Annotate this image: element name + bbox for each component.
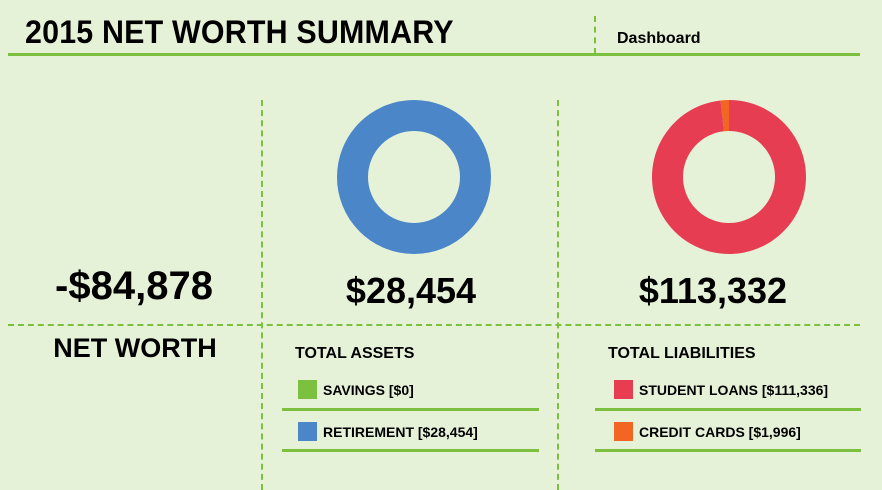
total-liabilities-heading: TOTAL LIABILITIES: [608, 345, 756, 362]
header-divider: [594, 16, 596, 54]
donut-slice-retirement: [337, 100, 491, 254]
legend-separator: [282, 408, 539, 411]
legend-separator: [595, 449, 861, 452]
credit-cards-swatch: [614, 422, 633, 441]
legend-item-credit-cards: CREDIT CARDS [$1,996]: [614, 422, 801, 441]
legend-separator: [595, 408, 861, 411]
donut-slice-student-loans: [652, 100, 806, 254]
legend-item-retirement: RETIREMENT [$28,454]: [298, 422, 478, 441]
total-assets-heading: TOTAL ASSETS: [295, 345, 415, 362]
column-divider-1: [261, 100, 263, 490]
net-worth-label: NET WORTH: [53, 333, 217, 363]
assets-donut-chart: [337, 100, 491, 254]
legend-label: CREDIT CARDS [$1,996]: [639, 423, 801, 440]
legend-item-student-loans: STUDENT LOANS [$111,336]: [614, 380, 828, 399]
legend-label: RETIREMENT [$28,454]: [323, 423, 478, 440]
liabilities-donut-chart: [652, 100, 806, 254]
net-worth-value: -$84,878: [55, 264, 213, 308]
legend-label: STUDENT LOANS [$111,336]: [639, 381, 829, 398]
header-underline: [8, 53, 860, 56]
retirement-swatch: [298, 422, 317, 441]
dashboard-label: Dashboard: [617, 30, 701, 47]
row-divider: [8, 324, 860, 326]
legend-item-savings: SAVINGS [$0]: [298, 380, 414, 399]
legend-label: SAVINGS [$0]: [323, 381, 414, 398]
savings-swatch: [298, 380, 317, 399]
donut-slice-credit-cards: [720, 100, 730, 132]
student-loans-swatch: [614, 380, 633, 399]
column-divider-2: [557, 100, 559, 490]
total-assets-value: $28,454: [345, 270, 477, 311]
total-liabilities-value: $113,332: [638, 270, 788, 311]
page-title: 2015 NET WORTH SUMMARY: [25, 14, 454, 50]
legend-separator: [282, 449, 539, 452]
